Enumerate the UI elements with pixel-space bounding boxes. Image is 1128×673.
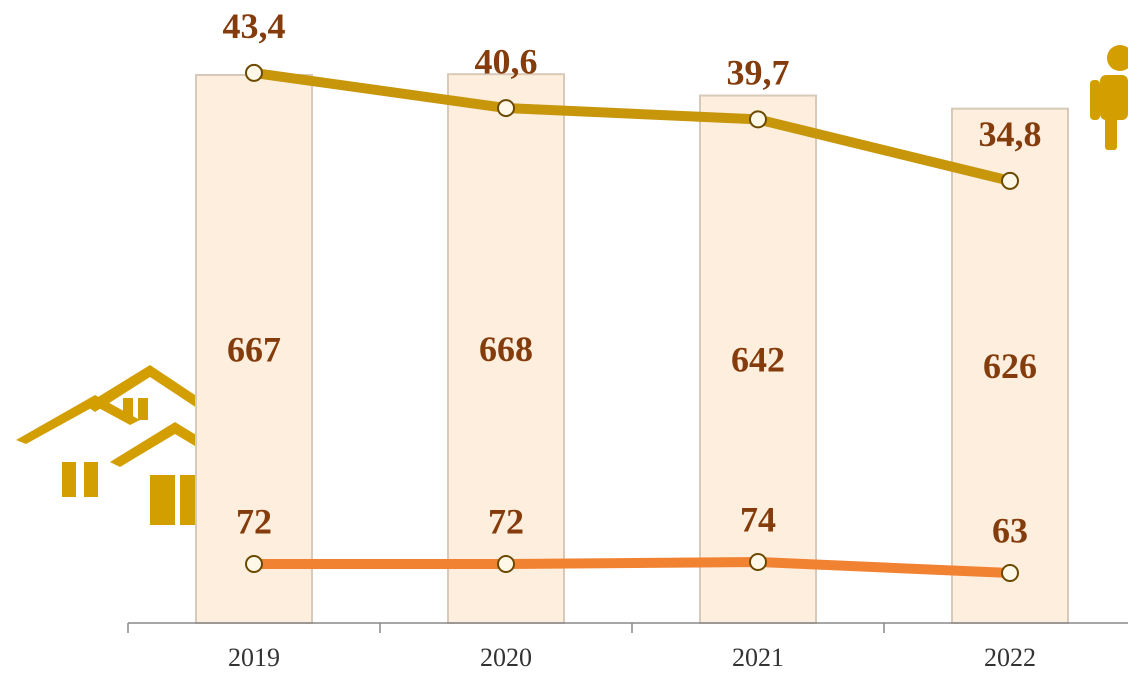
person-icon	[1090, 45, 1128, 150]
value-label: 72	[488, 501, 524, 541]
point	[245, 555, 263, 573]
point	[749, 110, 767, 129]
x-tick-label: 2020	[480, 643, 532, 672]
x-tick-label: 2022	[984, 643, 1036, 672]
value-label: 43,4	[223, 6, 286, 46]
bar-label: 642	[731, 340, 785, 380]
x-tick-label: 2019	[228, 643, 280, 672]
bar	[195, 73, 313, 624]
point	[749, 553, 767, 571]
value-label: 39,7	[727, 53, 790, 93]
line	[254, 557, 1011, 578]
point	[497, 99, 515, 118]
point	[245, 63, 263, 82]
value-label: 40,6	[475, 41, 538, 81]
point	[1001, 564, 1019, 582]
value-label: 63	[992, 510, 1028, 550]
bar	[699, 94, 817, 625]
point	[1001, 171, 1019, 190]
line	[253, 67, 1012, 186]
bar	[951, 107, 1069, 624]
value-label: 34,8	[979, 114, 1042, 154]
bar-label: 667	[227, 329, 281, 369]
bar-label: 668	[479, 329, 533, 369]
value-label: 72	[236, 501, 272, 541]
value-label: 74	[740, 499, 776, 539]
x-tick-label: 2021	[732, 643, 784, 672]
point	[497, 555, 515, 573]
bar	[447, 73, 565, 624]
bar-label: 626	[983, 346, 1037, 386]
